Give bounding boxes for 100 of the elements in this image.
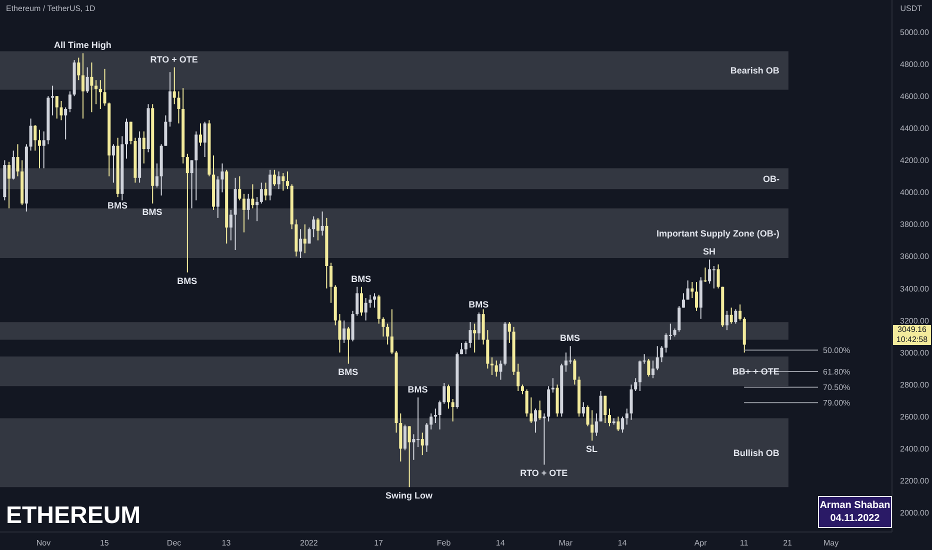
annotation: 61.80% [823, 367, 850, 376]
candlestick [568, 346, 572, 364]
candlestick [695, 282, 698, 312]
candlestick [625, 408, 628, 426]
candlestick [551, 378, 554, 394]
candlestick [508, 322, 511, 344]
candlestick [34, 124, 37, 152]
x-tick-label: 17 [374, 538, 384, 548]
y-tick-label: 3400.00 [900, 284, 930, 294]
band-label: Bearish OB [730, 66, 780, 76]
text: Ethereum / TetherUS, 1D [6, 4, 96, 13]
candlestick [373, 292, 376, 308]
candlestick [386, 323, 390, 346]
candlestick [738, 304, 742, 321]
candlestick [594, 412, 598, 436]
candlestick [473, 323, 476, 354]
y-tick-label: 4800.00 [900, 60, 930, 69]
y-tick-label: 2800.00 [900, 380, 930, 390]
candlestick [90, 62, 94, 113]
annotation: Swing Low [386, 490, 434, 501]
candlestick [272, 169, 276, 186]
candlestick [268, 169, 272, 201]
candlestick [42, 130, 46, 169]
candlestick [430, 412, 433, 430]
candlestick [582, 402, 585, 418]
candlestick [229, 209, 232, 241]
candlestick [490, 356, 494, 376]
candlestick [203, 121, 206, 158]
candlestick [346, 326, 350, 364]
annotation: ETHEREUM [6, 502, 141, 530]
candlestick [477, 312, 480, 340]
candlestick [530, 396, 533, 424]
annotation: BMS [468, 299, 489, 310]
annotation: BMS [560, 333, 580, 344]
candlestick [520, 384, 524, 395]
candlestick [12, 150, 15, 180]
candlestick [377, 294, 380, 324]
annotation: RTO + OTE [520, 468, 568, 478]
x-tick-label: Dec [166, 538, 182, 548]
candlestick [238, 176, 242, 201]
annotation: BMS [107, 200, 128, 210]
annotation: RTO + OTE [150, 54, 198, 64]
annotation: Arman Shaban [819, 499, 891, 512]
y-tick-label: 4600.00 [900, 92, 930, 101]
candlestick [716, 264, 720, 289]
candlestick [64, 106, 68, 140]
candlestick [264, 182, 268, 201]
candlestick [438, 400, 442, 430]
x-tick-label: Mar [558, 538, 573, 548]
text: 3049.16 [896, 325, 928, 335]
candlestick [142, 130, 146, 164]
candlestick [586, 404, 590, 427]
candlestick [516, 363, 520, 392]
x-tick-label: 13 [222, 538, 232, 548]
candlestick [412, 434, 416, 460]
text: 10:42:58 [895, 335, 929, 345]
candlestick [246, 193, 250, 220]
candlestick [638, 360, 642, 392]
candlestick [68, 90, 72, 113]
candlestick [525, 388, 528, 418]
candlestick [442, 382, 446, 404]
candlestick [198, 122, 202, 146]
candlestick [299, 228, 302, 258]
annotation: All Time High [54, 40, 112, 50]
y-tick-label: 3800.00 [900, 220, 930, 230]
candlestick [55, 96, 58, 120]
candlestick [286, 170, 290, 190]
candlestick [712, 266, 716, 289]
candlestick [634, 378, 638, 392]
y-tick-label: 4000.00 [900, 188, 930, 198]
annotation: BMS [177, 276, 198, 286]
candlestick [342, 320, 346, 344]
x-tick-label: 21 [783, 538, 793, 548]
x-tick-label: Nov [36, 538, 51, 548]
candlestick [16, 144, 20, 177]
x-tick-label: Apr [694, 538, 708, 548]
candlestick [38, 129, 41, 169]
candlestick [338, 314, 342, 354]
candlestick [129, 121, 132, 145]
candlestick [382, 316, 385, 338]
candlestick [608, 408, 611, 427]
candlestick [604, 395, 607, 424]
candlestick [573, 358, 576, 386]
candlestick [186, 153, 189, 273]
candlestick [660, 346, 664, 363]
candlestick [103, 68, 106, 106]
candlestick [616, 416, 620, 432]
band-label: OB- [762, 174, 780, 184]
candlestick [390, 308, 394, 355]
y-tick-label: 2000.00 [900, 508, 930, 518]
candlestick [112, 144, 115, 184]
candlestick [8, 161, 11, 209]
candlestick [242, 193, 246, 233]
candlestick [260, 182, 263, 204]
candlestick [642, 354, 646, 364]
candlestick [364, 298, 368, 321]
x-tick-label: 14 [618, 538, 628, 548]
candlestick [656, 346, 659, 371]
annotation: SH [702, 246, 716, 257]
candlestick [172, 66, 176, 105]
